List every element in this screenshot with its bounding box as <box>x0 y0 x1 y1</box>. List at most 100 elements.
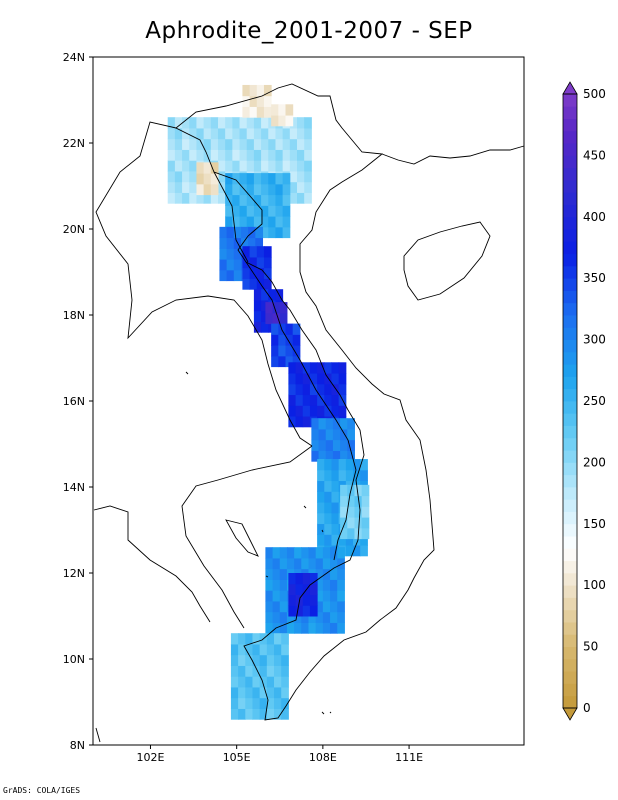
rain-cell <box>279 312 288 325</box>
rain-cell <box>309 573 318 585</box>
rain-cell <box>302 573 311 585</box>
colorbar-segment <box>563 622 577 635</box>
colorbar-segment <box>563 130 577 144</box>
rain-cell <box>331 480 340 492</box>
rain-cell <box>330 557 338 570</box>
rain-cell <box>242 84 251 97</box>
rain-cell <box>219 269 228 282</box>
rain-cell <box>338 469 347 482</box>
colorbar-label: 450 <box>583 148 606 162</box>
rain-cell <box>233 259 242 271</box>
rain-cell <box>322 590 331 602</box>
rain-cell <box>295 394 304 406</box>
rain-cell <box>219 226 228 239</box>
rain-cell <box>288 362 297 374</box>
rain-cell <box>242 278 251 290</box>
border-laos-vietnam <box>213 171 357 471</box>
rain-cell <box>246 160 255 172</box>
rain-cell <box>302 594 311 606</box>
rain-cell <box>337 600 345 613</box>
rain-cell <box>245 643 253 656</box>
rain-cell <box>266 654 275 666</box>
colorbar-segment <box>563 192 577 205</box>
rain-cell <box>230 633 239 645</box>
rain-cell <box>230 643 239 656</box>
rain-cell <box>317 405 325 417</box>
rain-cell <box>325 428 334 441</box>
rain-cell <box>297 192 305 204</box>
rain-cell <box>225 127 233 140</box>
rain-cell <box>174 127 183 140</box>
rain-cell <box>245 697 253 709</box>
rain-cell <box>261 127 269 140</box>
rain-cell <box>309 583 318 595</box>
rain-cell <box>315 600 324 613</box>
rain-cell <box>297 117 305 129</box>
rain-cell <box>225 183 233 196</box>
rain-cell <box>256 106 265 118</box>
rain-cell <box>242 246 251 258</box>
rain-cell <box>315 547 324 559</box>
colorbar-label: 150 <box>583 517 606 531</box>
rain-cell <box>337 590 345 602</box>
rain-cell <box>340 527 348 540</box>
rain-cell <box>347 506 355 518</box>
rain-cell <box>325 439 334 451</box>
rain-cell <box>266 676 275 688</box>
rain-cell <box>302 362 311 374</box>
rain-cell <box>245 708 253 720</box>
rain-cell <box>275 194 284 206</box>
rain-cell <box>282 183 291 196</box>
rain-cell <box>354 495 363 507</box>
rain-cell <box>225 160 233 172</box>
rain-cell <box>347 439 355 451</box>
rain-cell <box>318 439 327 451</box>
rain-cell <box>246 183 255 196</box>
rain-cell <box>324 480 332 492</box>
rain-cell <box>281 654 289 666</box>
lat-tick-label: 12N <box>63 567 85 580</box>
rain-cell <box>331 469 340 482</box>
rain-cell <box>189 192 197 204</box>
rain-cell <box>259 654 268 666</box>
rain-cell <box>301 547 309 559</box>
rain-cell <box>246 127 255 140</box>
rain-cell <box>354 506 363 518</box>
rain-cell <box>246 194 255 206</box>
colorbar-segment <box>563 204 577 218</box>
rain-cell <box>275 216 284 228</box>
rain-cell <box>272 312 281 325</box>
rain-cell <box>308 622 317 634</box>
rain-cell <box>217 138 226 150</box>
rain-cell <box>282 205 291 217</box>
rain-cell <box>275 205 284 217</box>
rain-cell <box>238 697 246 709</box>
rain-cell <box>256 267 265 279</box>
rain-cell <box>252 654 261 666</box>
rain-cell <box>337 568 345 580</box>
rain-cell <box>331 405 340 417</box>
rain-cell <box>253 173 262 185</box>
rain-cell <box>295 416 304 428</box>
rain-cell <box>266 686 275 699</box>
rain-cell <box>253 289 262 301</box>
rain-cell <box>361 484 370 497</box>
rain-cell <box>282 226 291 239</box>
rain-cell <box>182 181 190 193</box>
rain-cell <box>309 362 318 374</box>
colorbar-segment <box>563 683 577 697</box>
china-coastline <box>381 145 525 165</box>
rain-cell <box>225 149 233 161</box>
rain-cell <box>217 149 226 161</box>
lat-tick-label: 24N <box>63 51 85 64</box>
colorbar-segment <box>563 302 577 316</box>
rain-cell <box>182 127 190 140</box>
rain-cell <box>240 226 249 239</box>
rain-cell <box>210 138 219 150</box>
rain-cell <box>289 160 298 172</box>
rain-cell <box>246 173 255 185</box>
rain-cell <box>249 84 258 97</box>
rain-cell <box>182 149 190 161</box>
colorbar-segment <box>563 94 577 107</box>
rain-cell <box>297 127 305 140</box>
